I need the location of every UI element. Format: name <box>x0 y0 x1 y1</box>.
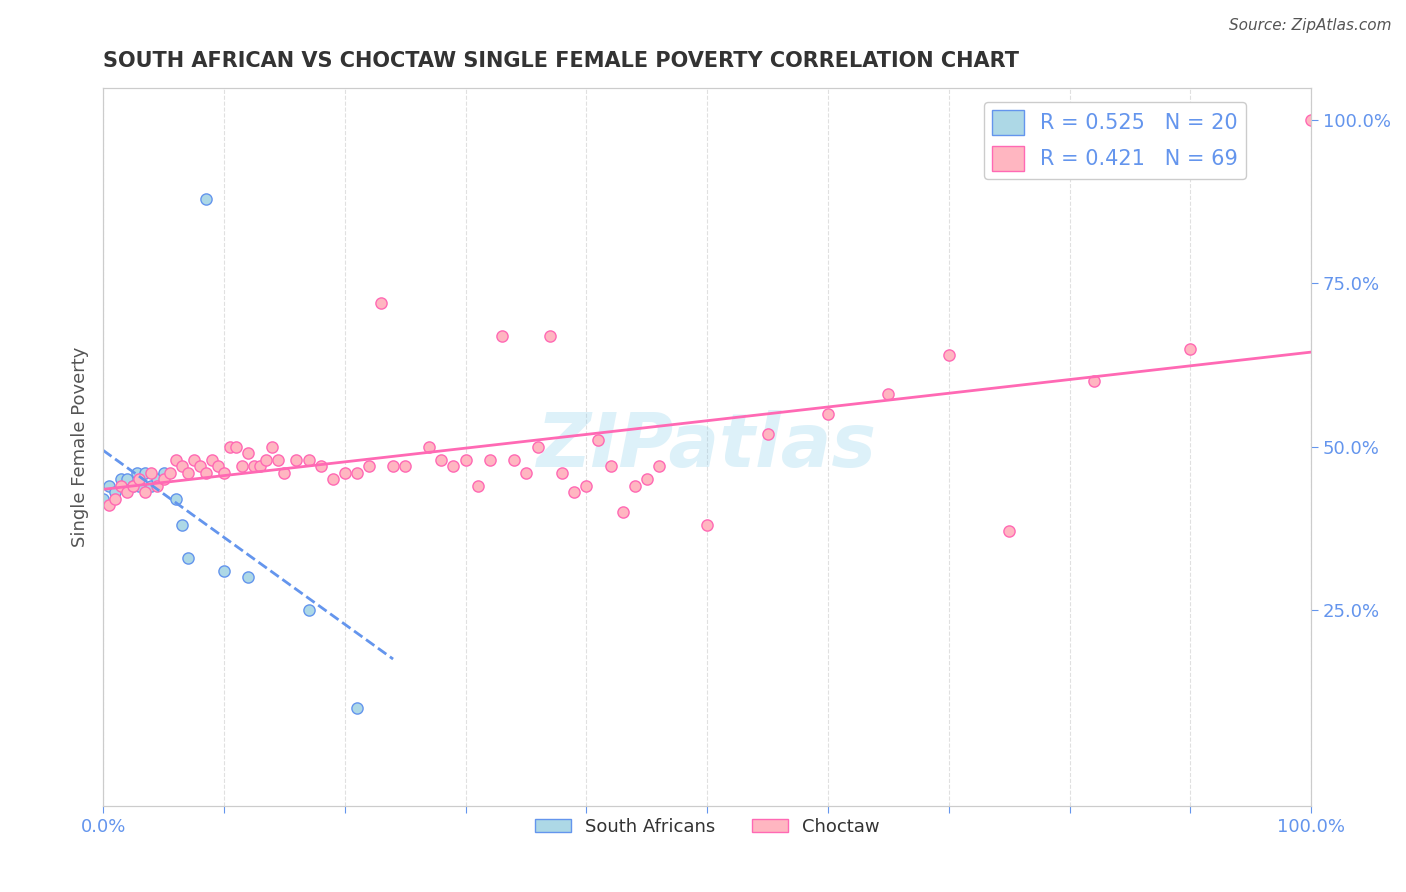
Point <box>152 466 174 480</box>
Point <box>297 603 319 617</box>
Point <box>236 446 259 460</box>
Point <box>152 472 174 486</box>
Point <box>454 452 477 467</box>
Point <box>134 466 156 480</box>
Point <box>170 459 193 474</box>
Point <box>212 466 235 480</box>
Point <box>117 485 139 500</box>
Point <box>201 452 224 467</box>
Point <box>478 452 501 467</box>
Point <box>104 485 127 500</box>
Point <box>382 459 405 474</box>
Legend: South Africans, Choctaw: South Africans, Choctaw <box>527 811 887 843</box>
Point <box>998 524 1021 539</box>
Point <box>309 459 332 474</box>
Point <box>612 505 634 519</box>
Point <box>117 472 139 486</box>
Point <box>515 466 537 480</box>
Point <box>394 459 416 474</box>
Point <box>122 479 145 493</box>
Point <box>225 440 247 454</box>
Point <box>146 472 169 486</box>
Point <box>176 550 198 565</box>
Point <box>538 328 561 343</box>
Point <box>551 466 574 480</box>
Point <box>938 348 960 362</box>
Point <box>267 452 290 467</box>
Point <box>207 459 229 474</box>
Point <box>418 440 440 454</box>
Point <box>243 459 266 474</box>
Point <box>141 466 163 480</box>
Point <box>443 459 465 474</box>
Point <box>636 472 658 486</box>
Point <box>1083 374 1105 388</box>
Point <box>817 407 839 421</box>
Point <box>165 452 187 467</box>
Point <box>527 440 550 454</box>
Y-axis label: Single Female Poverty: Single Female Poverty <box>72 346 89 547</box>
Text: SOUTH AFRICAN VS CHOCTAW SINGLE FEMALE POVERTY CORRELATION CHART: SOUTH AFRICAN VS CHOCTAW SINGLE FEMALE P… <box>103 51 1019 70</box>
Point <box>357 459 380 474</box>
Point <box>599 459 621 474</box>
Text: ZIPatlas: ZIPatlas <box>537 410 877 483</box>
Point <box>183 452 205 467</box>
Point <box>110 479 132 493</box>
Point <box>219 440 242 454</box>
Point <box>128 472 150 486</box>
Point <box>231 459 253 474</box>
Point <box>370 296 392 310</box>
Point <box>122 479 145 493</box>
Point <box>125 466 148 480</box>
Point <box>297 452 319 467</box>
Point <box>212 564 235 578</box>
Point <box>91 491 114 506</box>
Point <box>98 479 121 493</box>
Point <box>128 479 150 493</box>
Point <box>491 328 513 343</box>
Point <box>236 570 259 584</box>
Point <box>648 459 671 474</box>
Point <box>1301 113 1323 128</box>
Text: Source: ZipAtlas.com: Source: ZipAtlas.com <box>1229 18 1392 33</box>
Point <box>502 452 524 467</box>
Point <box>1180 342 1202 356</box>
Point <box>141 479 163 493</box>
Point <box>588 433 610 447</box>
Point <box>104 491 127 506</box>
Point <box>696 518 718 533</box>
Point <box>254 452 277 467</box>
Point <box>430 452 453 467</box>
Point <box>285 452 308 467</box>
Point <box>562 485 585 500</box>
Point <box>110 472 132 486</box>
Point <box>134 485 156 500</box>
Point <box>146 479 169 493</box>
Point <box>322 472 344 486</box>
Point <box>170 518 193 533</box>
Point <box>273 466 295 480</box>
Point <box>262 440 284 454</box>
Point <box>98 499 121 513</box>
Point <box>623 479 645 493</box>
Point <box>249 459 271 474</box>
Point <box>176 466 198 480</box>
Point <box>188 459 211 474</box>
Point <box>346 466 368 480</box>
Point <box>575 479 598 493</box>
Point <box>756 426 779 441</box>
Point <box>467 479 489 493</box>
Point <box>346 700 368 714</box>
Point <box>333 466 356 480</box>
Point <box>194 192 217 206</box>
Point <box>194 466 217 480</box>
Point <box>877 387 900 401</box>
Point <box>159 466 181 480</box>
Point <box>165 491 187 506</box>
